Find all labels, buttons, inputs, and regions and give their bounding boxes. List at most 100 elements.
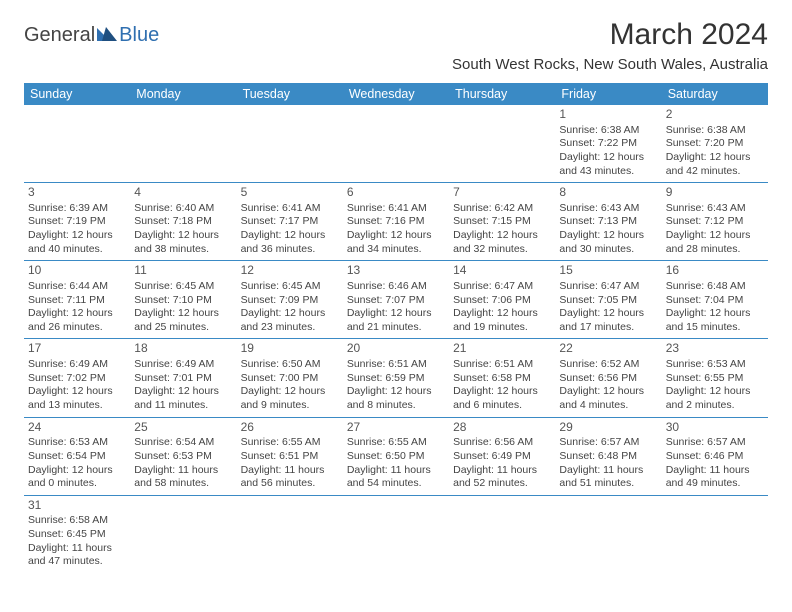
daylight-text: and 58 minutes. [134, 477, 232, 491]
calendar-row: 31Sunrise: 6:58 AMSunset: 6:45 PMDayligh… [24, 495, 768, 573]
header: General Blue March 2024 South West Rocks… [24, 18, 768, 73]
day-number: 14 [453, 263, 551, 279]
daylight-text: Daylight: 12 hours [666, 229, 764, 243]
daylight-text: and 19 minutes. [453, 321, 551, 335]
calendar-cell: 7Sunrise: 6:42 AMSunset: 7:15 PMDaylight… [449, 183, 555, 261]
sunrise-text: Sunrise: 6:39 AM [28, 202, 126, 216]
sunrise-text: Sunrise: 6:50 AM [241, 358, 339, 372]
sunrise-text: Sunrise: 6:46 AM [347, 280, 445, 294]
daylight-text: Daylight: 12 hours [134, 307, 232, 321]
calendar-cell [343, 495, 449, 573]
daylight-text: Daylight: 12 hours [241, 229, 339, 243]
calendar-row: 17Sunrise: 6:49 AMSunset: 7:02 PMDayligh… [24, 339, 768, 417]
calendar-cell: 8Sunrise: 6:43 AMSunset: 7:13 PMDaylight… [555, 183, 661, 261]
day-number: 9 [666, 185, 764, 201]
day-number: 20 [347, 341, 445, 357]
calendar-cell: 10Sunrise: 6:44 AMSunset: 7:11 PMDayligh… [24, 261, 130, 339]
sunset-text: Sunset: 6:59 PM [347, 372, 445, 386]
calendar-row: 24Sunrise: 6:53 AMSunset: 6:54 PMDayligh… [24, 417, 768, 495]
sunset-text: Sunset: 7:16 PM [347, 215, 445, 229]
daylight-text: Daylight: 12 hours [347, 385, 445, 399]
sunset-text: Sunset: 7:13 PM [559, 215, 657, 229]
calendar-cell: 17Sunrise: 6:49 AMSunset: 7:02 PMDayligh… [24, 339, 130, 417]
day-header: Thursday [449, 83, 555, 105]
daylight-text: and 54 minutes. [347, 477, 445, 491]
calendar-row: 3Sunrise: 6:39 AMSunset: 7:19 PMDaylight… [24, 183, 768, 261]
day-header: Saturday [662, 83, 768, 105]
day-number: 16 [666, 263, 764, 279]
daylight-text: Daylight: 11 hours [453, 464, 551, 478]
calendar-cell [237, 105, 343, 183]
calendar-cell: 20Sunrise: 6:51 AMSunset: 6:59 PMDayligh… [343, 339, 449, 417]
sunrise-text: Sunrise: 6:38 AM [559, 124, 657, 138]
day-header: Wednesday [343, 83, 449, 105]
sunrise-text: Sunrise: 6:54 AM [134, 436, 232, 450]
logo-text-a: General [24, 24, 95, 47]
calendar-cell: 27Sunrise: 6:55 AMSunset: 6:50 PMDayligh… [343, 417, 449, 495]
calendar-cell: 2Sunrise: 6:38 AMSunset: 7:20 PMDaylight… [662, 105, 768, 183]
daylight-text: Daylight: 12 hours [347, 307, 445, 321]
sunset-text: Sunset: 7:02 PM [28, 372, 126, 386]
sunrise-text: Sunrise: 6:47 AM [453, 280, 551, 294]
calendar-cell: 13Sunrise: 6:46 AMSunset: 7:07 PMDayligh… [343, 261, 449, 339]
sunrise-text: Sunrise: 6:51 AM [453, 358, 551, 372]
calendar-cell [24, 105, 130, 183]
calendar-table: Sunday Monday Tuesday Wednesday Thursday… [24, 83, 768, 573]
day-number: 12 [241, 263, 339, 279]
day-header: Tuesday [237, 83, 343, 105]
sunrise-text: Sunrise: 6:43 AM [666, 202, 764, 216]
daylight-text: Daylight: 11 hours [559, 464, 657, 478]
sunset-text: Sunset: 6:45 PM [28, 528, 126, 542]
sunset-text: Sunset: 7:06 PM [453, 294, 551, 308]
day-number: 7 [453, 185, 551, 201]
daylight-text: and 26 minutes. [28, 321, 126, 335]
daylight-text: and 13 minutes. [28, 399, 126, 413]
day-number: 15 [559, 263, 657, 279]
sunrise-text: Sunrise: 6:41 AM [347, 202, 445, 216]
calendar-cell: 21Sunrise: 6:51 AMSunset: 6:58 PMDayligh… [449, 339, 555, 417]
daylight-text: Daylight: 11 hours [666, 464, 764, 478]
daylight-text: and 51 minutes. [559, 477, 657, 491]
daylight-text: and 0 minutes. [28, 477, 126, 491]
sunset-text: Sunset: 7:22 PM [559, 137, 657, 151]
sunset-text: Sunset: 7:20 PM [666, 137, 764, 151]
calendar-cell: 16Sunrise: 6:48 AMSunset: 7:04 PMDayligh… [662, 261, 768, 339]
calendar-cell: 22Sunrise: 6:52 AMSunset: 6:56 PMDayligh… [555, 339, 661, 417]
calendar-row: 1Sunrise: 6:38 AMSunset: 7:22 PMDaylight… [24, 105, 768, 183]
day-number: 25 [134, 420, 232, 436]
daylight-text: Daylight: 12 hours [241, 385, 339, 399]
daylight-text: Daylight: 12 hours [453, 385, 551, 399]
daylight-text: Daylight: 11 hours [241, 464, 339, 478]
sunrise-text: Sunrise: 6:52 AM [559, 358, 657, 372]
calendar-cell: 12Sunrise: 6:45 AMSunset: 7:09 PMDayligh… [237, 261, 343, 339]
daylight-text: and 34 minutes. [347, 243, 445, 257]
daylight-text: and 25 minutes. [134, 321, 232, 335]
sunset-text: Sunset: 6:53 PM [134, 450, 232, 464]
calendar-cell: 6Sunrise: 6:41 AMSunset: 7:16 PMDaylight… [343, 183, 449, 261]
title-block: March 2024 South West Rocks, New South W… [452, 18, 768, 73]
day-header: Sunday [24, 83, 130, 105]
calendar-cell [130, 105, 236, 183]
sunrise-text: Sunrise: 6:42 AM [453, 202, 551, 216]
daylight-text: and 23 minutes. [241, 321, 339, 335]
daylight-text: and 6 minutes. [453, 399, 551, 413]
daylight-text: and 36 minutes. [241, 243, 339, 257]
daylight-text: Daylight: 11 hours [347, 464, 445, 478]
sunset-text: Sunset: 7:01 PM [134, 372, 232, 386]
sunset-text: Sunset: 7:07 PM [347, 294, 445, 308]
calendar-cell [130, 495, 236, 573]
day-header: Monday [130, 83, 236, 105]
calendar-cell: 3Sunrise: 6:39 AMSunset: 7:19 PMDaylight… [24, 183, 130, 261]
logo-text-b: Blue [119, 24, 159, 47]
daylight-text: Daylight: 11 hours [134, 464, 232, 478]
daylight-text: and 4 minutes. [559, 399, 657, 413]
sunrise-text: Sunrise: 6:48 AM [666, 280, 764, 294]
day-number: 30 [666, 420, 764, 436]
calendar-cell: 11Sunrise: 6:45 AMSunset: 7:10 PMDayligh… [130, 261, 236, 339]
daylight-text: and 30 minutes. [559, 243, 657, 257]
sunrise-text: Sunrise: 6:40 AM [134, 202, 232, 216]
sunset-text: Sunset: 6:54 PM [28, 450, 126, 464]
daylight-text: and 32 minutes. [453, 243, 551, 257]
calendar-cell: 18Sunrise: 6:49 AMSunset: 7:01 PMDayligh… [130, 339, 236, 417]
sunrise-text: Sunrise: 6:55 AM [241, 436, 339, 450]
